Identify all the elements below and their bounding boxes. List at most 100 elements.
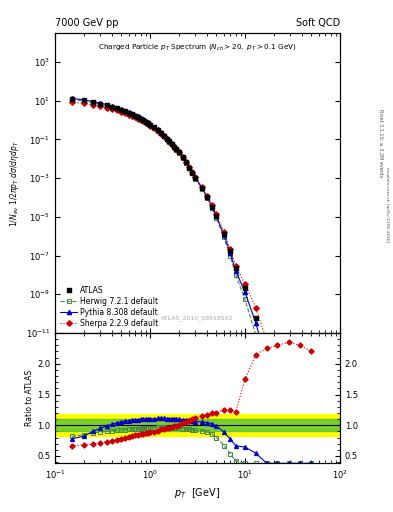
Sherpa 2.2.9 default	[253, 305, 258, 311]
Pythia 8.308 default	[158, 129, 163, 135]
Pythia 8.308 default	[70, 95, 74, 101]
Sherpa 2.2.9 default	[110, 106, 114, 112]
Sherpa 2.2.9 default	[90, 102, 95, 108]
ATLAS	[180, 154, 185, 160]
ATLAS	[187, 164, 192, 170]
Pythia 8.308 default	[187, 164, 192, 170]
Pythia 8.308 default	[127, 109, 131, 115]
Text: ATLAS_2010_S8918562: ATLAS_2010_S8918562	[161, 315, 234, 321]
Sherpa 2.2.9 default	[205, 193, 209, 199]
Herwig 7.2.1 default	[133, 113, 138, 119]
ATLAS	[123, 108, 128, 114]
Sherpa 2.2.9 default	[162, 133, 166, 139]
ATLAS	[110, 104, 114, 110]
Sherpa 2.2.9 default	[104, 104, 109, 111]
Sherpa 2.2.9 default	[174, 146, 179, 153]
ATLAS	[264, 351, 269, 357]
ATLAS	[193, 175, 198, 181]
Sherpa 2.2.9 default	[167, 139, 172, 145]
ATLAS	[205, 194, 209, 200]
Line: ATLAS: ATLAS	[70, 97, 314, 512]
Sherpa 2.2.9 default	[127, 112, 131, 118]
Herwig 7.2.1 default	[115, 106, 119, 112]
ATLAS	[214, 213, 219, 219]
Herwig 7.2.1 default	[119, 107, 124, 113]
Herwig 7.2.1 default	[148, 122, 152, 128]
Text: Charged Particle $p_T$ Spectrum $(N_{ch}>20,\ p_T>0.1\ \mathrm{GeV})$: Charged Particle $p_T$ Spectrum $(N_{ch}…	[98, 42, 297, 52]
Herwig 7.2.1 default	[205, 195, 209, 201]
Herwig 7.2.1 default	[81, 98, 86, 104]
Pythia 8.308 default	[174, 145, 179, 152]
ATLAS	[286, 415, 291, 421]
Pythia 8.308 default	[286, 431, 291, 437]
Sherpa 2.2.9 default	[136, 116, 140, 122]
Sherpa 2.2.9 default	[242, 281, 247, 287]
Pythia 8.308 default	[275, 390, 280, 396]
Herwig 7.2.1 default	[104, 103, 109, 109]
Pythia 8.308 default	[298, 485, 302, 491]
Pythia 8.308 default	[115, 104, 119, 111]
ATLAS	[138, 116, 143, 122]
Pythia 8.308 default	[176, 148, 181, 154]
Text: mcplots.cern.ch [arXiv:1306.3436]: mcplots.cern.ch [arXiv:1306.3436]	[385, 167, 389, 242]
Pythia 8.308 default	[138, 115, 143, 121]
Sherpa 2.2.9 default	[275, 363, 280, 369]
Line: Pythia 8.308 default: Pythia 8.308 default	[70, 96, 314, 512]
ATLAS	[136, 114, 140, 120]
Pythia 8.308 default	[180, 154, 185, 160]
ATLAS	[70, 96, 74, 102]
ATLAS	[275, 379, 280, 385]
Y-axis label: Ratio to ATLAS: Ratio to ATLAS	[25, 370, 34, 426]
Sherpa 2.2.9 default	[228, 246, 233, 252]
Pythia 8.308 default	[110, 103, 114, 109]
Sherpa 2.2.9 default	[119, 109, 124, 115]
Sherpa 2.2.9 default	[190, 169, 195, 175]
ATLAS	[169, 141, 174, 147]
Herwig 7.2.1 default	[199, 185, 204, 191]
Herwig 7.2.1 default	[210, 205, 215, 211]
Herwig 7.2.1 default	[70, 96, 74, 102]
Pythia 8.308 default	[205, 194, 209, 200]
Line: Sherpa 2.2.9 default: Sherpa 2.2.9 default	[70, 100, 313, 476]
Sherpa 2.2.9 default	[199, 183, 204, 189]
Herwig 7.2.1 default	[123, 109, 128, 115]
Pythia 8.308 default	[141, 116, 146, 122]
Sherpa 2.2.9 default	[141, 118, 146, 124]
Pythia 8.308 default	[133, 112, 138, 118]
Text: 7000 GeV pp: 7000 GeV pp	[55, 18, 119, 28]
Herwig 7.2.1 default	[187, 165, 192, 172]
ATLAS	[184, 159, 189, 165]
Pythia 8.308 default	[190, 169, 195, 175]
Herwig 7.2.1 default	[193, 176, 198, 182]
ATLAS	[162, 133, 166, 139]
Sherpa 2.2.9 default	[184, 159, 189, 165]
ATLAS	[174, 146, 179, 153]
Herwig 7.2.1 default	[233, 272, 238, 278]
X-axis label: $p_T\ \ [\mathrm{GeV}]$: $p_T\ \ [\mathrm{GeV}]$	[174, 486, 220, 500]
Sherpa 2.2.9 default	[298, 433, 302, 439]
Sherpa 2.2.9 default	[264, 338, 269, 344]
Herwig 7.2.1 default	[264, 379, 269, 385]
Herwig 7.2.1 default	[172, 144, 176, 151]
ATLAS	[104, 102, 109, 108]
Sherpa 2.2.9 default	[222, 229, 226, 235]
Pythia 8.308 default	[169, 140, 174, 146]
ATLAS	[155, 127, 160, 133]
Sherpa 2.2.9 default	[180, 154, 185, 160]
Pythia 8.308 default	[136, 113, 140, 119]
Herwig 7.2.1 default	[190, 170, 195, 177]
Herwig 7.2.1 default	[155, 127, 160, 134]
Sherpa 2.2.9 default	[210, 202, 215, 208]
Herwig 7.2.1 default	[130, 112, 134, 118]
ATLAS	[158, 130, 163, 136]
Herwig 7.2.1 default	[127, 110, 131, 116]
Herwig 7.2.1 default	[286, 465, 291, 472]
Pythia 8.308 default	[214, 213, 219, 219]
Sherpa 2.2.9 default	[214, 211, 219, 218]
Herwig 7.2.1 default	[143, 119, 148, 125]
Sherpa 2.2.9 default	[138, 117, 143, 123]
Herwig 7.2.1 default	[298, 504, 302, 510]
Herwig 7.2.1 default	[145, 120, 150, 126]
ATLAS	[130, 111, 134, 117]
Pythia 8.308 default	[264, 359, 269, 366]
